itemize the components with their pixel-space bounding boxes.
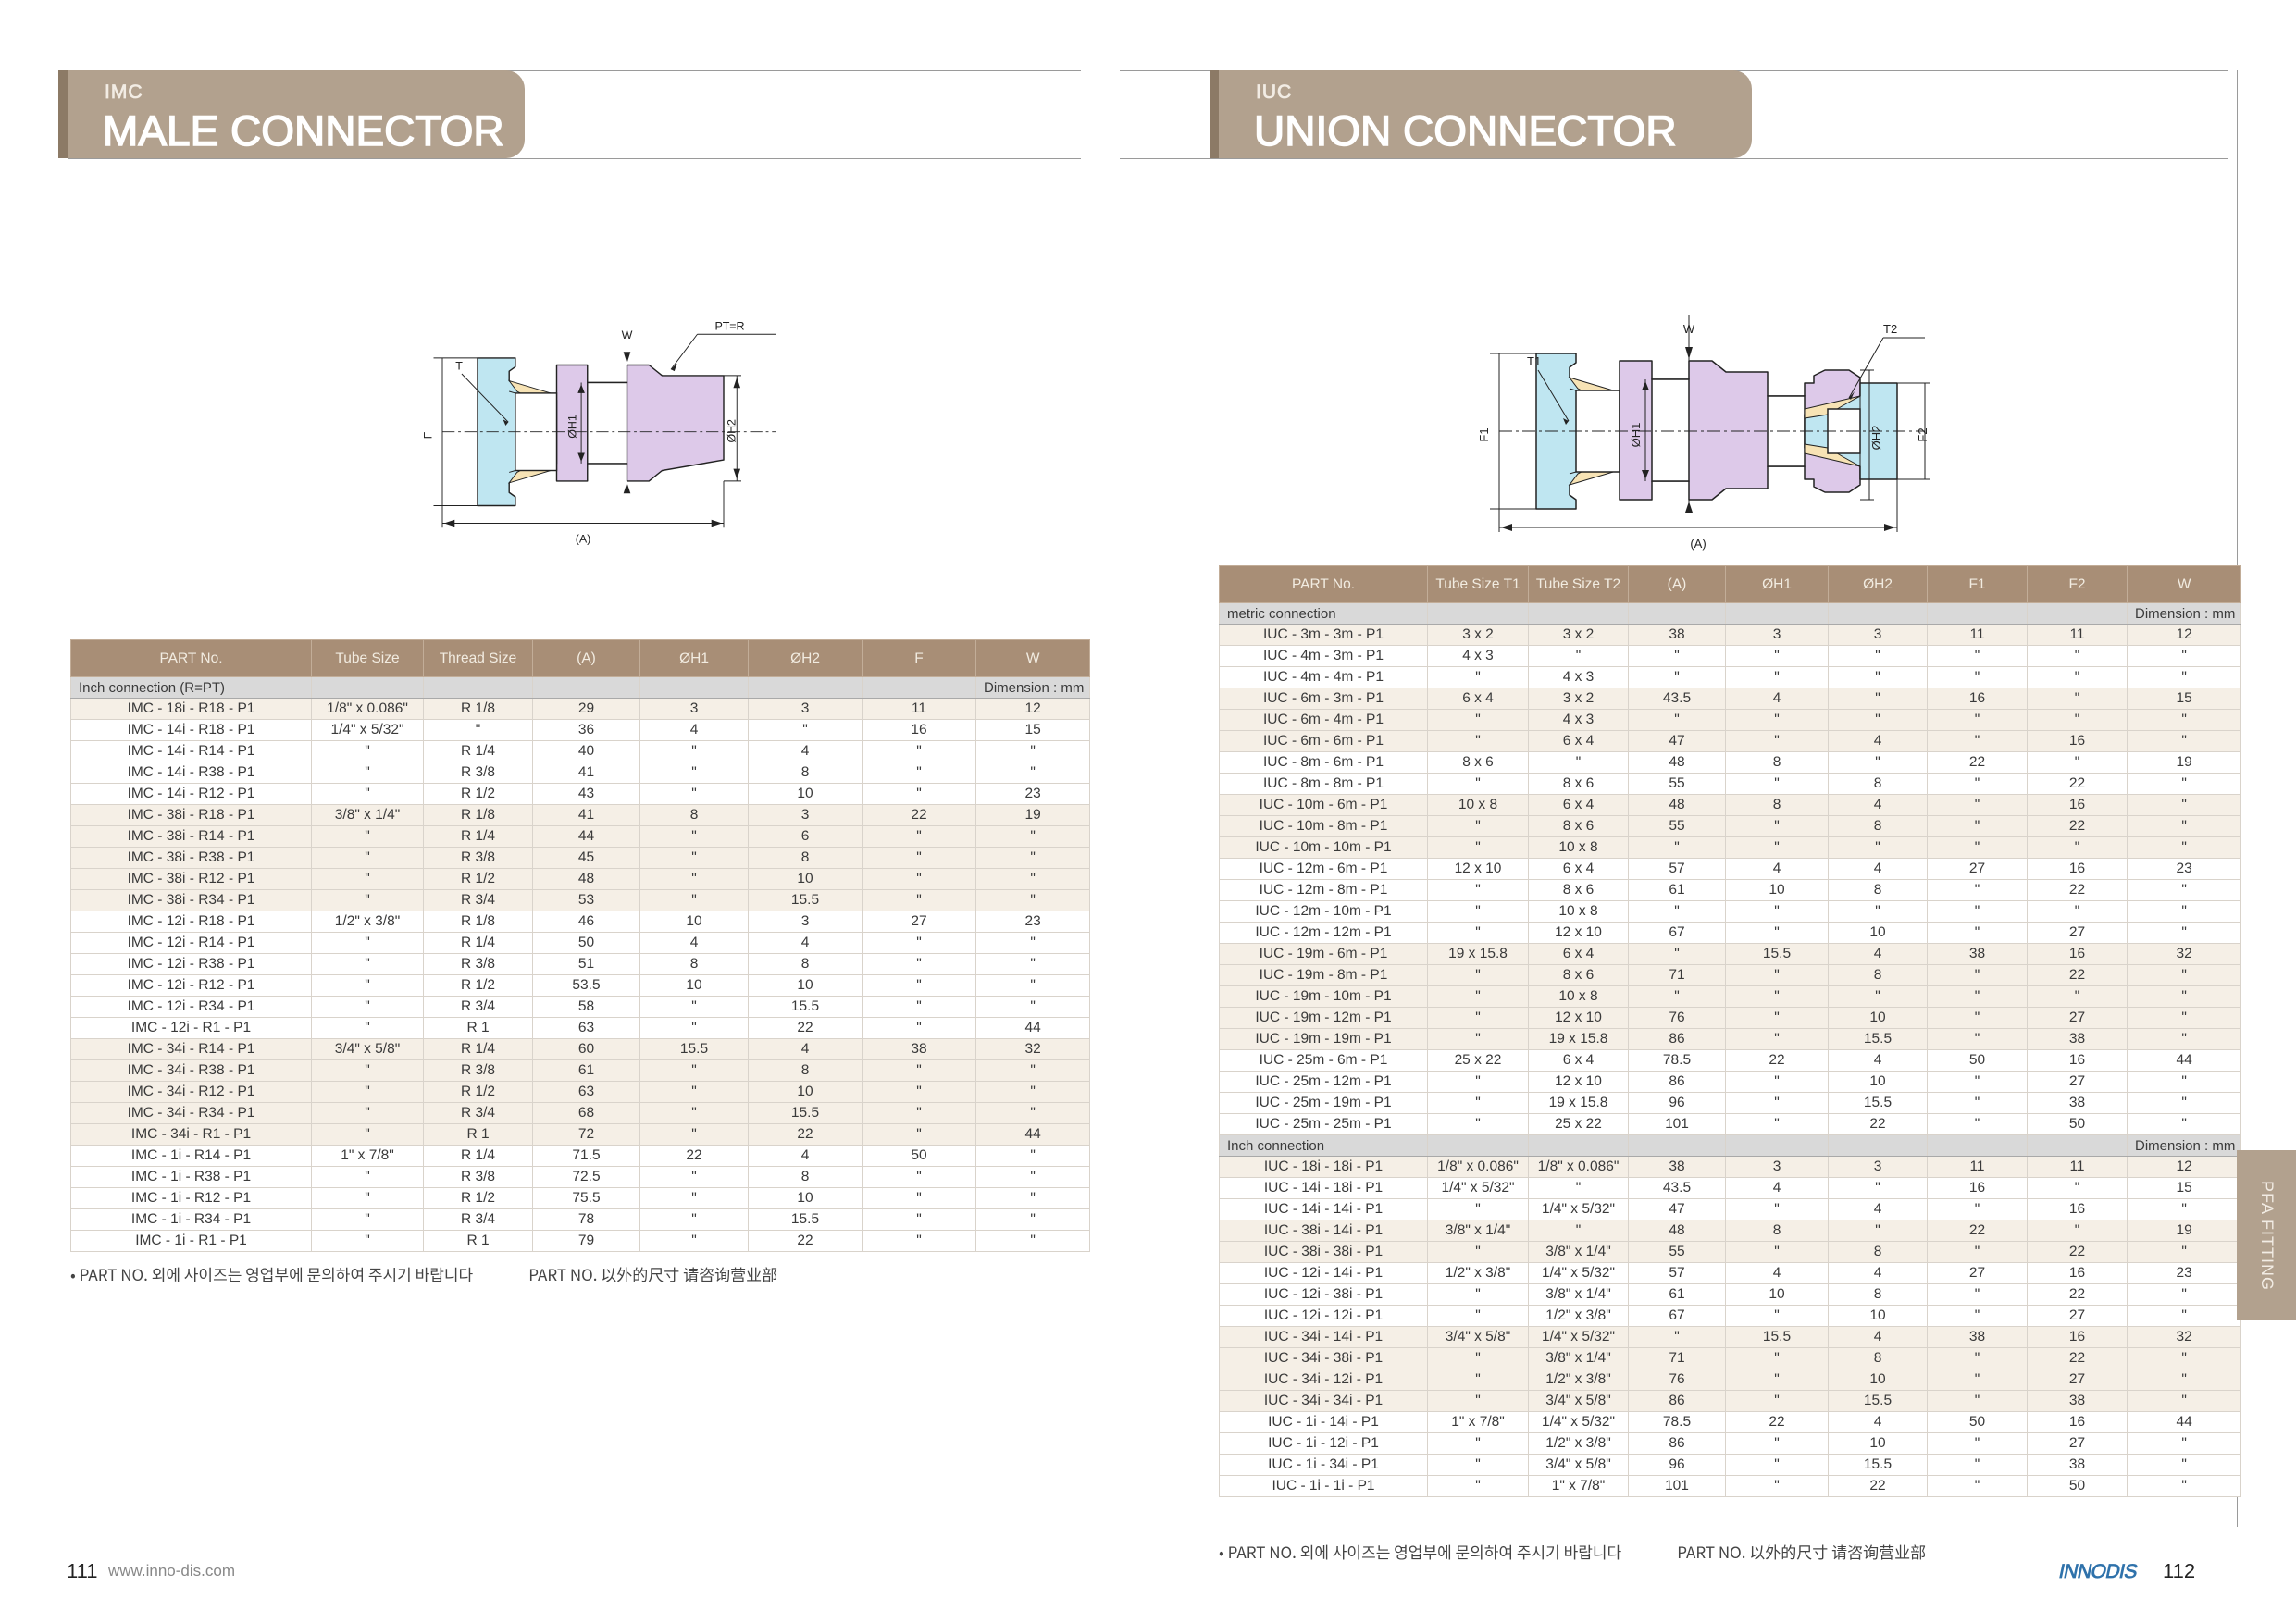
svg-text:T2: T2 (1883, 322, 1897, 336)
svg-text:F1: F1 (1477, 427, 1491, 441)
svg-text:(A): (A) (576, 532, 590, 545)
svg-text:ØH1: ØH1 (1629, 423, 1643, 448)
svg-text:ØH2: ØH2 (725, 419, 738, 443)
svg-text:PT=R: PT=R (715, 320, 745, 333)
svg-text:(A): (A) (1690, 537, 1706, 551)
svg-text:F2: F2 (1916, 427, 1930, 441)
svg-text:ØH1: ØH1 (565, 415, 578, 439)
svg-text:ØH2: ØH2 (1869, 426, 1883, 451)
svg-text:T: T (455, 359, 463, 372)
svg-text:W: W (622, 328, 633, 341)
svg-text:W: W (1683, 322, 1695, 336)
svg-text:F: F (422, 432, 435, 440)
svg-text:T1: T1 (1527, 354, 1541, 368)
